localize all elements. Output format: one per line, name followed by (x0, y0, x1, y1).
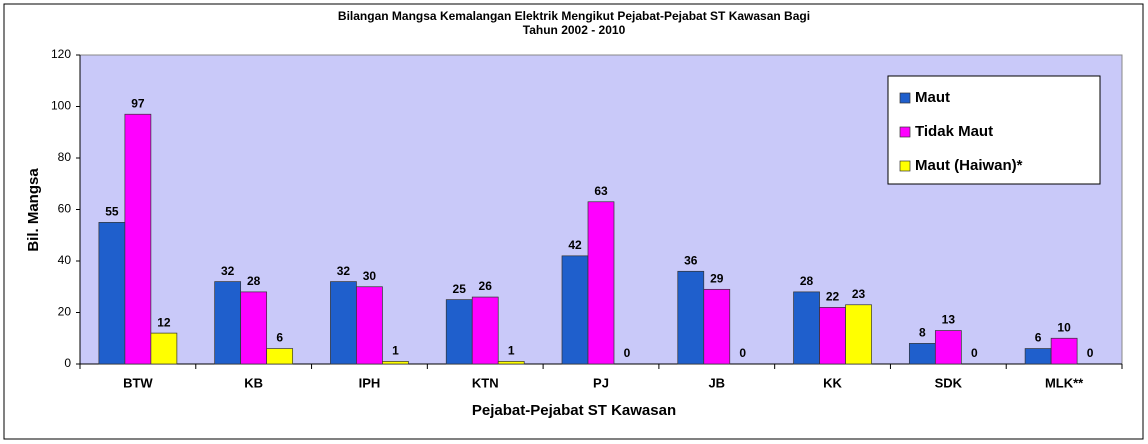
x-tick-label: BTW (123, 375, 153, 390)
x-tick-label: KTN (472, 375, 499, 390)
bar (382, 361, 409, 365)
y-axis-label: Bil. Mangsa (25, 168, 42, 252)
bar (124, 113, 152, 365)
chart-title: Tahun 2002 - 2010 (523, 23, 626, 37)
data-label: 1 (392, 344, 399, 358)
bar (240, 291, 268, 365)
data-label: 0 (971, 346, 978, 360)
data-label: 29 (710, 271, 724, 285)
bar (356, 286, 383, 365)
y-tick-label: 80 (58, 150, 72, 164)
data-label: 97 (131, 96, 145, 110)
bar (150, 332, 178, 365)
data-label: 63 (594, 184, 608, 198)
data-label: 28 (800, 274, 814, 288)
data-label: 25 (453, 282, 467, 296)
x-tick-label: SDK (935, 375, 963, 390)
bar (845, 304, 872, 365)
bar (561, 255, 589, 365)
bar (677, 270, 705, 365)
data-label: 0 (739, 346, 746, 360)
bar (445, 299, 473, 365)
bar (587, 201, 615, 365)
data-label: 28 (247, 274, 261, 288)
bar (497, 361, 525, 365)
bar (908, 343, 936, 365)
data-label: 8 (919, 326, 926, 340)
bar (1024, 348, 1052, 365)
x-tick-label: JB (708, 375, 725, 390)
bar (98, 222, 126, 365)
data-label: 36 (684, 253, 698, 267)
legend-swatch (899, 160, 911, 172)
y-tick-label: 100 (51, 99, 71, 113)
data-label: 32 (337, 264, 351, 278)
legend-label: Maut (Haiwan)* (915, 157, 1023, 174)
x-tick-label: MLK** (1045, 375, 1084, 390)
data-label: 13 (942, 313, 956, 327)
legend-box (887, 75, 1101, 185)
bar (266, 348, 294, 365)
bar (934, 330, 962, 365)
x-axis-label: Pejabat-Pejabat ST Kawasan (472, 402, 676, 419)
legend-label: Maut (915, 89, 950, 106)
data-label: 0 (1087, 346, 1094, 360)
y-tick-label: 120 (51, 47, 71, 61)
x-tick-label: KK (823, 375, 842, 390)
bar (214, 281, 242, 365)
bar (471, 296, 499, 365)
data-label: 1 (508, 344, 515, 358)
y-tick-label: 0 (64, 356, 71, 370)
data-label: 23 (852, 287, 866, 301)
data-label: 10 (1057, 320, 1071, 334)
data-label: 42 (568, 238, 582, 252)
data-label: 32 (221, 264, 235, 278)
legend-label: Tidak Maut (915, 123, 993, 140)
legend-swatch (899, 92, 911, 104)
y-tick-label: 60 (58, 202, 72, 216)
bar (819, 307, 846, 365)
y-tick-label: 40 (58, 253, 72, 267)
y-tick-label: 20 (58, 305, 72, 319)
data-label: 6 (1035, 331, 1042, 345)
chart-title: Bilangan Mangsa Kemalangan Elektrik Meng… (338, 9, 810, 23)
bar (1050, 337, 1078, 365)
data-label: 55 (105, 205, 119, 219)
bar (703, 288, 731, 365)
data-label: 6 (276, 331, 283, 345)
data-label: 26 (479, 279, 493, 293)
data-label: 30 (363, 269, 377, 283)
bar (793, 291, 820, 365)
data-label: 22 (826, 290, 840, 304)
data-label: 12 (157, 315, 171, 329)
legend-swatch (899, 126, 911, 138)
x-tick-label: KB (244, 375, 263, 390)
bar (330, 281, 357, 365)
x-tick-label: PJ (593, 375, 609, 390)
x-tick-label: IPH (359, 375, 381, 390)
data-label: 0 (624, 346, 631, 360)
